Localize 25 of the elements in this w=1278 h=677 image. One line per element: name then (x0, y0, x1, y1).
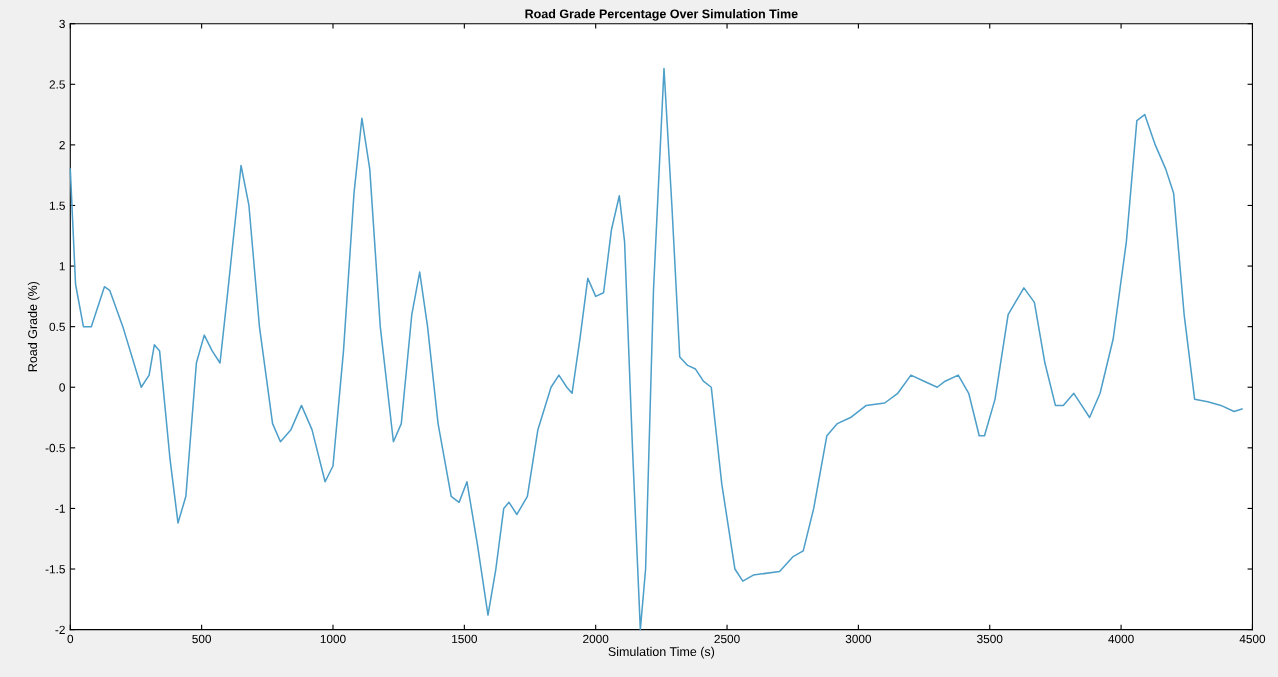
x-tick-label: 4000 (1108, 634, 1134, 644)
x-tick-label: 3000 (845, 634, 872, 644)
y-tick-label: 1 (59, 262, 65, 271)
y-tick-label: -0.5 (45, 443, 65, 453)
y-tick-label: -2 (55, 625, 65, 634)
y-tick-label: 3 (59, 19, 65, 29)
chart-title: Road Grade Percentage Over Simulation Time (525, 9, 798, 21)
x-tick-label: 4500 (1239, 634, 1266, 644)
y-tick-label: -1.5 (45, 565, 65, 574)
y-tick-label: 0 (59, 383, 65, 392)
y-tick-label: 2 (59, 140, 65, 150)
y-axis-title: Road Grade (%) (27, 281, 40, 372)
x-tick-label: 2500 (714, 634, 740, 644)
x-tick-label: 1000 (320, 634, 346, 644)
x-tick-label: 3500 (977, 634, 1003, 644)
y-tick-label: -1 (55, 504, 65, 513)
y-tick-label: 2.5 (49, 80, 65, 89)
x-axis-title: Simulation Time (s) (608, 646, 715, 659)
y-tick-label: 1.5 (49, 201, 65, 210)
x-tick-label: 500 (192, 634, 212, 644)
x-tick-label: 2000 (583, 634, 609, 644)
line-series (69, 67, 1243, 631)
x-tick-label: 0 (67, 634, 74, 644)
y-tick-label: 0.5 (49, 322, 65, 332)
x-tick-label: 1500 (452, 634, 478, 644)
